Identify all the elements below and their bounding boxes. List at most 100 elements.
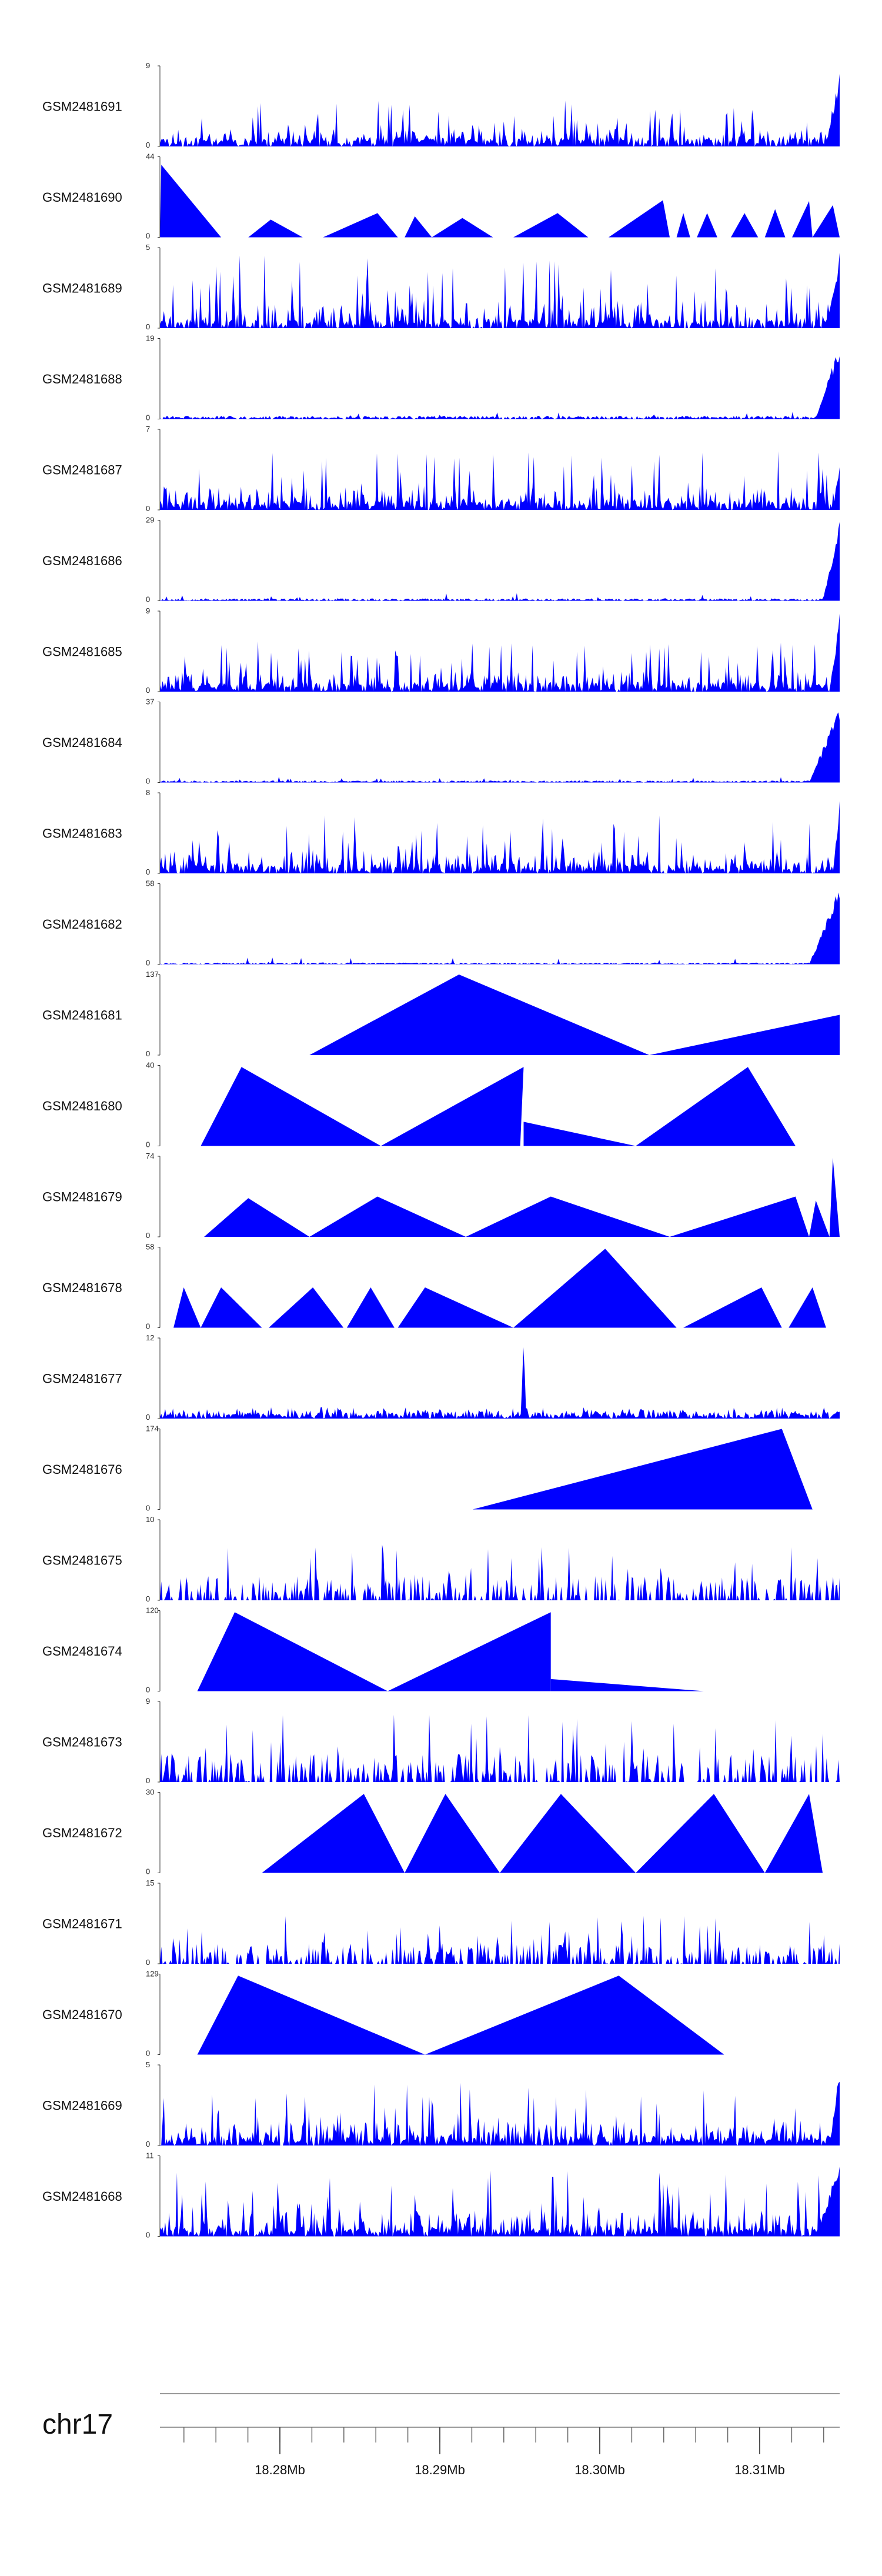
signal-area [160, 451, 840, 510]
track-label: GSM2481674 [42, 1644, 122, 1659]
signal-peak [649, 1015, 840, 1055]
track-label: GSM2481690 [42, 190, 122, 205]
track-GSM2481669: GSM2481669 5 0 [42, 2060, 840, 2148]
y-max-label: 120 [146, 1606, 159, 1615]
y-max-label: 174 [146, 1424, 159, 1433]
y-max-label: 9 [146, 1697, 150, 1706]
track-GSM2481682: GSM2481682 58 0 [42, 879, 840, 967]
y-max-label: 8 [146, 788, 150, 797]
y-min-label: 0 [146, 959, 150, 967]
y-max-label: 44 [146, 152, 154, 161]
track-GSM2481673: GSM2481673 9 0 [42, 1697, 840, 1785]
y-min-label: 0 [146, 1504, 150, 1513]
y-min-label: 0 [146, 322, 150, 331]
signal-area [160, 1544, 840, 1600]
track-label: GSM2481685 [42, 645, 122, 659]
signal-peak [829, 1157, 840, 1237]
signal-peak [636, 1067, 796, 1146]
signal-peak [380, 1067, 524, 1146]
signal-peak [812, 205, 840, 238]
y-max-label: 5 [146, 243, 150, 252]
track-GSM2481674: GSM2481674 120 0 [42, 1606, 704, 1694]
y-max-label: 12 [146, 1333, 154, 1342]
y-max-label: 10 [146, 1515, 154, 1524]
signal-peak [764, 1794, 823, 1873]
track-label: GSM2481680 [42, 1099, 122, 1113]
y-max-label: 58 [146, 1243, 154, 1252]
track-label: GSM2481687 [42, 463, 122, 478]
signal-peak [197, 1976, 425, 2055]
signal-area [160, 892, 840, 965]
signal-peak [609, 200, 670, 238]
y-min-label: 0 [146, 141, 150, 149]
track-label: GSM2481679 [42, 1190, 122, 1204]
signal-area [160, 74, 840, 146]
track-label: GSM2481683 [42, 826, 122, 841]
track-GSM2481677: GSM2481677 12 0 [42, 1333, 840, 1422]
signal-peak [500, 1794, 636, 1873]
track-GSM2481668: GSM2481668 11 0 [42, 2151, 840, 2240]
track-GSM2481685: GSM2481685 9 0 [42, 606, 840, 695]
track-GSM2481679: GSM2481679 74 0 [42, 1152, 840, 1240]
track-label: GSM2481668 [42, 2189, 122, 2204]
track-label: GSM2481682 [42, 917, 122, 932]
track-label: GSM2481678 [42, 1280, 122, 1295]
signal-peak [387, 1612, 551, 1691]
signal-peak [513, 213, 589, 238]
track-GSM2481680: GSM2481680 40 0 [42, 1061, 796, 1149]
y-min-label: 0 [146, 1594, 150, 1603]
track-label: GSM2481672 [42, 1826, 122, 1840]
y-max-label: 137 [146, 970, 159, 979]
y-max-label: 15 [146, 1878, 154, 1887]
signal-peak [197, 1612, 388, 1691]
track-GSM2481686: GSM2481686 29 0 [42, 516, 840, 604]
y-max-label: 58 [146, 879, 154, 888]
track-label: GSM2481676 [42, 1462, 122, 1477]
track-GSM2481689: GSM2481689 5 0 [42, 243, 840, 331]
track-GSM2481688: GSM2481688 19 0 [42, 334, 840, 422]
tracks-group: GSM248169190GSM2481690440GSM248168950GSM… [42, 61, 840, 2240]
signal-area [160, 801, 840, 873]
signal-peak [792, 201, 813, 238]
y-max-label: 37 [146, 698, 154, 706]
track-GSM2481675: GSM2481675 10 0 [42, 1515, 840, 1603]
track-GSM2481683: GSM2481683 8 0 [42, 788, 840, 876]
track-GSM2481672: GSM2481672 30 0 [42, 1788, 823, 1876]
track-label: GSM2481686 [42, 553, 122, 568]
signal-peak [201, 1067, 381, 1146]
y-min-label: 0 [146, 1958, 150, 1967]
track-GSM2481691: GSM2481691 9 0 [42, 61, 840, 149]
signal-peak [397, 1287, 514, 1328]
signal-peak [683, 1287, 782, 1328]
signal-peak [323, 213, 398, 238]
signal-peak [676, 213, 690, 238]
track-label: GSM2481671 [42, 1917, 122, 1931]
track-GSM2481687: GSM2481687 7 0 [42, 425, 840, 513]
track-GSM2481690: GSM2481690 44 0 [42, 152, 840, 241]
signal-area [160, 613, 840, 692]
genome-axis: chr17 18.28Mb 18.29Mb 18.30Mb 18.31Mb [42, 2393, 840, 2477]
signal-area [160, 1347, 840, 1419]
signal-peak [472, 1429, 813, 1510]
signal-peak [636, 1794, 765, 1873]
track-GSM2481670: GSM2481670 129 0 [42, 1970, 724, 2058]
y-min-label: 0 [146, 1867, 150, 1876]
signal-peak [248, 219, 303, 238]
y-max-label: 11 [146, 2151, 154, 2160]
track-label: GSM2481677 [42, 1372, 122, 1386]
y-max-label: 5 [146, 2060, 150, 2069]
track-GSM2481678: GSM2481678 58 0 [42, 1243, 826, 1331]
track-label: GSM2481691 [42, 99, 122, 114]
track-label: GSM2481673 [42, 1735, 122, 1750]
track-GSM2481676: GSM2481676 174 0 [42, 1424, 813, 1513]
track-GSM2481684: GSM2481684 37 0 [42, 698, 840, 786]
signal-peak [185, 213, 221, 238]
signal-peak [425, 1976, 724, 2055]
signal-area [160, 2167, 840, 2237]
track-GSM2481671: GSM2481671 15 0 [42, 1878, 840, 1967]
signal-peak [346, 1287, 395, 1328]
signal-peak [269, 1287, 344, 1328]
ruler-tick-label: 18.30Mb [574, 2462, 625, 2477]
y-max-label: 9 [146, 61, 150, 70]
